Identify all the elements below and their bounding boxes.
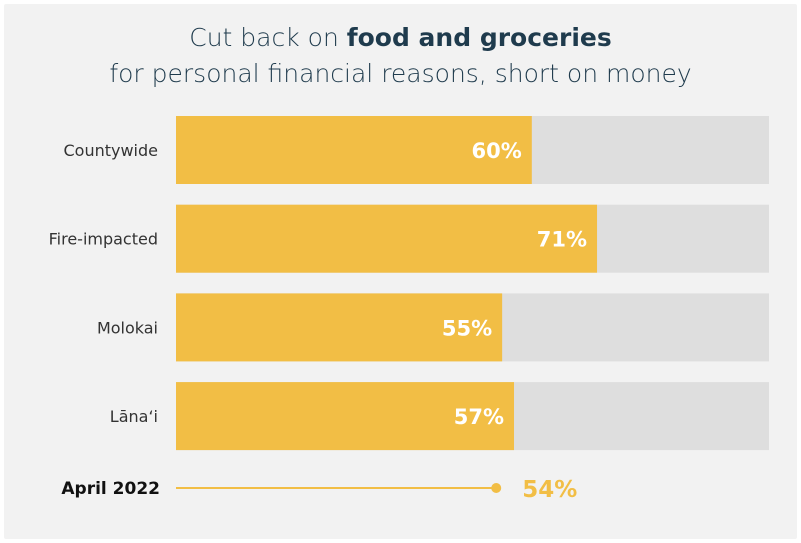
reference-value: 54%: [522, 477, 577, 503]
chart-title-line1: Cut back on food and groceries: [0, 20, 801, 56]
category-label: Countywide: [63, 141, 158, 160]
chart-title-prefix: Cut back on: [189, 23, 347, 52]
bar-0: [176, 116, 532, 184]
chart-title-emphasis: food and groceries: [346, 23, 612, 52]
chart-title-line2: for personal financial reasons, short on…: [109, 59, 692, 88]
category-label: Molokai: [97, 318, 158, 337]
value-label: 57%: [454, 405, 504, 429]
bar-1: [176, 204, 598, 273]
chart-title: Cut back on food and groceries for perso…: [0, 20, 801, 92]
value-label: 60%: [472, 139, 522, 163]
value-label: 71%: [537, 228, 587, 252]
reference-marker: [491, 483, 502, 493]
value-label: 55%: [442, 316, 492, 340]
bar-2: [176, 293, 503, 362]
reference-label: April 2022: [61, 479, 160, 499]
category-label: Lāna‘i: [110, 407, 158, 426]
bar-3: [176, 382, 515, 451]
category-label: Fire-impacted: [49, 230, 158, 249]
